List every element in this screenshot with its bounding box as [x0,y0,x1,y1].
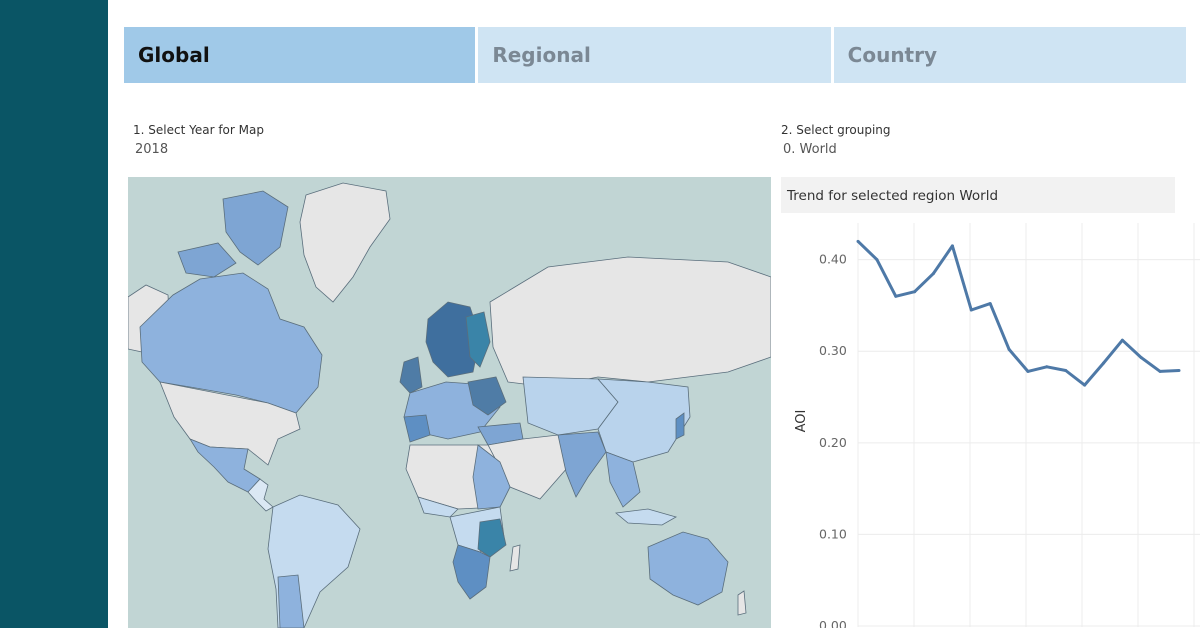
map-greenland[interactable] [299,182,391,303]
y-tick-label-1: 0.10 [819,526,847,541]
map-canada[interactable] [139,272,323,414]
tab-regional[interactable]: Regional [478,27,831,83]
data-point-8[interactable] [1007,347,1011,351]
map-finland[interactable] [465,311,491,368]
data-point-0[interactable] [856,239,860,243]
data-point-4[interactable] [932,271,936,275]
series-points [856,239,1181,387]
world-choropleth-map[interactable] [128,177,771,628]
y-axis-label: AOI [794,410,809,433]
map-iberia[interactable] [403,414,431,443]
map-india[interactable] [557,431,607,498]
left-sidebar [0,0,108,628]
data-point-6[interactable] [969,308,973,312]
map-usa[interactable] [159,381,301,466]
data-point-11[interactable] [1064,368,1068,372]
y-tick-label-0: 0.00 [819,618,847,628]
map-new-zealand[interactable] [737,590,747,616]
map-mozambique-region[interactable] [477,518,507,558]
data-point-13[interactable] [1101,361,1105,365]
horizontal-gridlines [858,259,1200,627]
data-point-2[interactable] [894,294,898,298]
map-madagascar[interactable] [509,544,521,572]
year-selector-value[interactable]: 2018 [135,142,169,157]
data-point-9[interactable] [1026,369,1030,373]
data-point-12[interactable] [1083,383,1087,387]
map-uk[interactable] [399,356,423,394]
trend-chart[interactable]: 0.00 0.10 0.20 0.30 0.40 AOI [781,213,1200,628]
year-selector[interactable]: 1. Select Year for Map 2018 [133,123,264,157]
data-point-1[interactable] [875,258,879,262]
data-point-5[interactable] [950,244,954,248]
grouping-selector-value[interactable]: 0. World [783,142,837,157]
map-arctic-islands[interactable] [222,190,289,266]
map-russia[interactable] [489,256,771,388]
map-japan[interactable] [675,412,685,440]
map-eastern-europe[interactable] [467,376,507,416]
map-indonesia[interactable] [615,508,678,526]
dashboard-tabs: Global Regional Country [124,27,1186,83]
y-tick-label-4: 0.40 [819,252,847,267]
data-point-10[interactable] [1045,365,1049,369]
data-point-7[interactable] [988,302,992,306]
grouping-selector[interactable]: 2. Select grouping 0. World [781,123,891,157]
trend-title: Trend for selected region World [781,177,1175,213]
data-point-14[interactable] [1120,338,1124,342]
data-point-3[interactable] [913,290,917,294]
map-argentina[interactable] [277,574,305,628]
data-point-16[interactable] [1158,369,1162,373]
data-point-15[interactable] [1139,356,1143,360]
series-line[interactable] [856,240,1180,387]
map-china[interactable] [597,378,691,463]
data-point-17[interactable] [1177,368,1181,372]
tab-country[interactable]: Country [833,27,1186,83]
vertical-gridlines [857,223,1195,627]
y-tick-label-2: 0.20 [819,435,847,450]
year-selector-label: 1. Select Year for Map [133,123,264,137]
y-axis-ticks: 0.00 0.10 0.20 0.30 0.40 [819,252,847,628]
grouping-selector-label: 2. Select grouping [781,123,891,137]
map-australia[interactable] [647,531,729,606]
trend-chart-svg: 0.00 0.10 0.20 0.30 0.40 AOI [794,223,1200,628]
map-arctic-islands-west[interactable] [177,242,237,278]
map-southeast-asia[interactable] [605,451,641,508]
map-central-america[interactable] [247,478,274,512]
y-tick-label-3: 0.30 [819,343,847,358]
map-canvas[interactable] [128,177,771,628]
map-southern-africa[interactable] [452,544,491,600]
tab-global[interactable]: Global [124,27,476,83]
